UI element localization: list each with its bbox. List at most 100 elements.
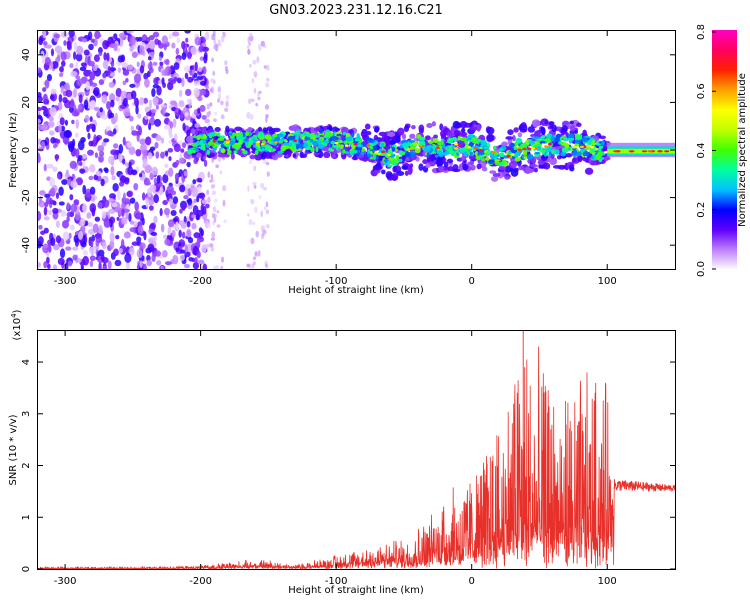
heatmap-cell [182,122,186,132]
heatmap-cell [187,204,193,210]
heatmap-cell [386,153,391,157]
heatmap-cell [101,256,109,264]
heatmap-cell [148,205,154,211]
heatmap-cell [553,137,561,142]
heatmap-cell [249,154,256,160]
heatmap-cell [531,119,541,127]
heatmap-cell [541,150,545,155]
heatmap-cell [237,135,242,141]
heatmap-cell [38,236,44,245]
heatmap-cell [194,36,201,46]
heatmap-cell [161,107,166,116]
heatmap-cell [108,216,116,225]
heatmap-cell [196,209,204,217]
heatmap-cell [163,125,171,130]
heatmap-cell [381,169,386,175]
snr-y-label: SNR (10 * v/v) [8,414,19,485]
heatmap-cell [582,151,590,157]
heatmap-cell [138,173,143,178]
heatmap-cell [156,85,162,96]
heatmap-cell [73,234,79,243]
heatmap-cell [112,183,119,192]
heatmap-cell [535,145,541,152]
heatmap-cell [196,177,203,183]
heatmap-cell [165,58,170,66]
heatmap-cell [207,171,211,178]
heatmap-cell [172,254,179,265]
heatmap-cell [607,148,675,154]
heatmap-cell [131,51,138,59]
snr-frame [37,330,676,570]
heatmap-cell [116,190,121,201]
heatmap-cell [512,135,516,142]
heatmap-cell [203,159,208,167]
heatmap-cell [107,260,112,269]
heatmap-cell [141,192,146,201]
heatmap-cell [298,143,304,149]
heatmap-cell [509,167,514,172]
y-tick-label: 0 [21,147,32,153]
heatmap-cell [265,224,270,229]
heatmap-cell [193,232,201,239]
heatmap-cell [174,133,178,141]
heatmap-cell [137,36,143,42]
heatmap-cell [385,171,393,179]
heatmap-cell [247,185,250,192]
heatmap-cell [93,54,100,63]
heatmap-cell [260,210,263,218]
heatmap-cell [172,118,177,128]
heatmap-cell [82,255,90,266]
heatmap-cell [213,213,218,218]
heatmap-cell [245,131,250,137]
snr-panel: -300 -200 -100 0 100 0 1 2 3 4 Height of straigh… [8,309,676,596]
heatmap-cell [43,107,49,113]
heatmap-cell [212,70,216,76]
heatmap-cell [565,153,573,158]
y-tick-label: 20 [21,96,32,109]
heatmap-cell [149,146,156,151]
heatmap-cell [253,87,257,94]
heatmap-cell [167,219,175,228]
heatmap-cell [61,219,69,229]
heatmap-cell [108,112,115,119]
heatmap-cell [353,142,358,146]
heatmap-cell [369,156,374,160]
heatmap-cell [43,206,48,216]
heatmap-cell [82,203,88,214]
heatmap-cell [522,147,527,151]
heatmap-cell [135,148,142,157]
heatmap-cell [104,168,109,174]
heatmap-cell [131,130,138,136]
heatmap-cell [254,149,259,155]
heatmap-cell [647,150,653,153]
heatmap-cell [75,132,79,138]
heatmap-cell [171,31,180,37]
heatmap-cell [60,209,67,217]
snr-series [37,331,676,571]
heatmap-cell [196,239,201,249]
heatmap-cell [159,61,164,66]
heatmap-cell [192,261,200,269]
heatmap-cell [444,150,451,155]
heatmap-cell [387,160,392,165]
heatmap-cell [220,100,224,106]
heatmap-cell [187,197,193,206]
heatmap-cell [533,167,538,173]
heatmap-cell [193,157,198,165]
heatmap-cell [356,133,360,138]
heatmap-cell [615,150,621,153]
heatmap-cell [248,159,253,165]
heatmap-cell [74,211,81,221]
heatmap-cell [50,237,56,247]
heatmap-cell [97,145,105,152]
heatmap-cell [201,115,207,120]
heatmap-cell [459,147,465,154]
heatmap-cell [304,149,309,155]
heatmap-cell [512,167,519,173]
heatmap-cell [418,163,424,171]
y-tick-label: 3 [21,411,32,417]
heatmap-cell [563,137,568,141]
heatmap-cell [128,247,135,256]
heatmap-cell [381,142,385,148]
